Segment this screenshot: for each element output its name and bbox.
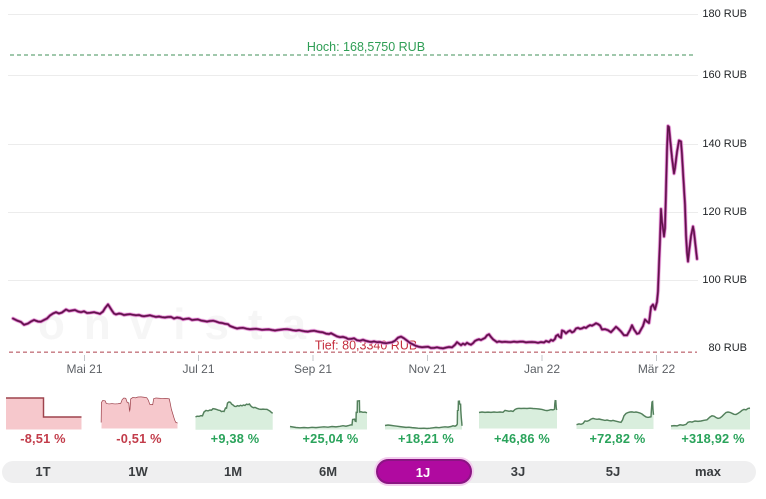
svg-text:onvista: onvista xyxy=(38,300,325,349)
svg-text:Hoch: 168,5750 RUB: Hoch: 168,5750 RUB xyxy=(307,40,425,54)
